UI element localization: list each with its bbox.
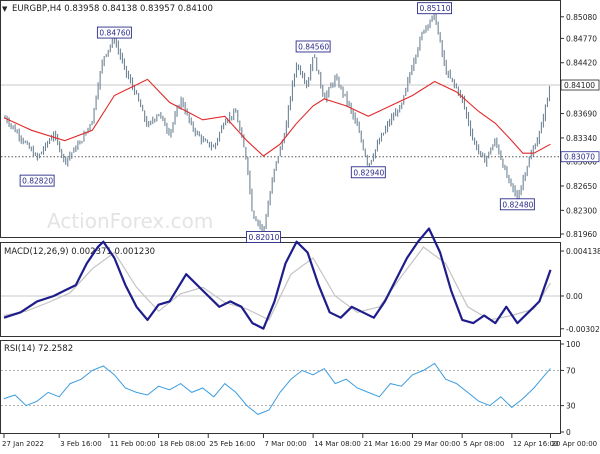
macd-y-tick-label: 0.00 xyxy=(566,292,583,301)
macd-panel: 0.004138 0.00 -0.00302 xyxy=(1,227,600,334)
last-price-tag xyxy=(560,79,600,91)
price-y-tick-label: 0.82650 xyxy=(566,182,597,191)
x-tick-label: 27 Jan 2022 xyxy=(2,440,44,448)
rsi-y-tick-label: 0 xyxy=(566,428,571,437)
x-tick-label: 20 Apr 00:00 xyxy=(551,440,597,448)
x-tick-label: 3 Feb 16:00 xyxy=(60,440,101,448)
x-tick-label: 25 Feb 16:00 xyxy=(209,440,255,448)
level-annotation-label: 0.82940 xyxy=(353,168,384,177)
rsi-y-tick-label: 100 xyxy=(566,340,581,349)
macd-main-line xyxy=(3,227,552,330)
level-annotation-box xyxy=(96,26,132,39)
level-annotation-box xyxy=(245,231,281,243)
level-annotation-label: 0.84560 xyxy=(298,42,329,51)
x-tick-label: 18 Feb 08:00 xyxy=(160,440,206,448)
last-price-label: 0.84100 xyxy=(564,81,595,90)
moving-average-line xyxy=(3,78,551,157)
macd-signal-line xyxy=(3,246,552,321)
price-y-tick-label: 0.83340 xyxy=(566,134,597,143)
rsi-title: RSI(14) 72.2582 xyxy=(4,344,73,354)
level-annotation-box xyxy=(350,166,386,179)
level-annotation-box xyxy=(295,40,331,53)
rsi-panel-frame xyxy=(0,340,561,434)
level-annotation-label: 0.82010 xyxy=(248,233,279,242)
price-y-tick-label: 0.81960 xyxy=(566,230,597,239)
price-y-tick-label: 0.85080 xyxy=(566,13,597,22)
macd-title: MACD(12,26,9) 0.002371 0.001230 xyxy=(4,247,155,257)
level-annotation-box xyxy=(417,2,453,15)
rsi-y-tick-label: 30 xyxy=(566,402,576,411)
watermark: ActionForex.com xyxy=(47,209,213,233)
chart-header: EURGBP,H4 0.83958 0.84138 0.83957 0.8410… xyxy=(12,4,213,14)
rsi-line xyxy=(3,362,551,415)
price-y-tick-label: 0.84770 xyxy=(566,34,597,43)
x-tick-label: 7 Mar 00:00 xyxy=(264,440,306,448)
level-annotation-label: 0.82480 xyxy=(502,200,533,209)
level-annotation-box xyxy=(19,174,55,187)
price-panel-frame xyxy=(0,0,561,238)
x-tick-label: 29 Mar 00:00 xyxy=(413,440,460,448)
chart-header-arrow-icon: ▼ xyxy=(2,5,8,13)
level-annotation-label: 0.85110 xyxy=(420,4,451,13)
price-y-tick-label: 0.83690 xyxy=(566,110,597,119)
rsi-panel: 100 70 30 0 xyxy=(1,340,581,437)
x-tick-label: 14 Mar 08:00 xyxy=(314,440,361,448)
x-tick-label: 11 Feb 00:00 xyxy=(110,440,156,448)
support-label: 0.83070 xyxy=(564,153,595,162)
support-tag xyxy=(560,151,600,163)
level-annotation-label: 0.82820 xyxy=(22,177,53,186)
price-panel: 0.85080 0.84770 0.84420 0.84100 0.83690 0.833… xyxy=(1,2,600,243)
rsi-y-tick-label: 70 xyxy=(566,366,576,375)
price-y-tick-label: 0.84420 xyxy=(566,59,597,68)
level-annotation-box xyxy=(499,198,535,211)
x-axis: 27 Jan 2022 3 Feb 16:00 11 Feb 00:00 18 Feb… xyxy=(2,434,597,448)
x-tick-label: 12 Apr 16:00 xyxy=(513,440,559,448)
price-y-tick-label: 0.82300 xyxy=(566,206,597,215)
level-annotation-label: 0.84760 xyxy=(99,29,130,38)
macd-y-tick-label: 0.004138 xyxy=(566,247,600,256)
x-tick-label: 5 Apr 08:00 xyxy=(463,440,504,448)
x-tick-label: 21 Mar 16:00 xyxy=(364,440,411,448)
macd-y-tick-label: -0.00302 xyxy=(566,325,600,334)
